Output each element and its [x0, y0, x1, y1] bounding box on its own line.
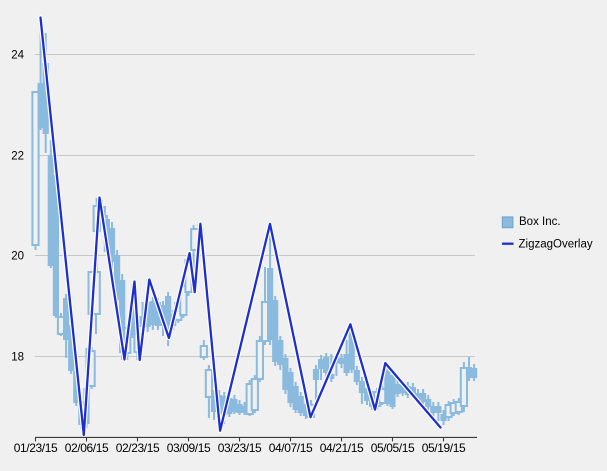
svg-text:24: 24	[11, 50, 24, 62]
svg-text:04/07/15: 04/07/15	[269, 441, 313, 455]
svg-text:ZigzagOverlay: ZigzagOverlay	[519, 239, 593, 251]
svg-text:02/23/15: 02/23/15	[116, 441, 160, 455]
svg-text:20: 20	[11, 251, 24, 263]
svg-text:03/23/15: 03/23/15	[218, 441, 262, 455]
svg-text:05/19/15: 05/19/15	[422, 441, 466, 455]
svg-text:02/06/15: 02/06/15	[65, 441, 109, 455]
svg-text:03/09/15: 03/09/15	[167, 441, 211, 455]
svg-text:04/21/15: 04/21/15	[320, 441, 364, 455]
svg-text:22: 22	[11, 151, 24, 163]
svg-text:05/05/15: 05/05/15	[371, 441, 415, 455]
svg-text:01/23/15: 01/23/15	[14, 441, 58, 455]
svg-text:18: 18	[11, 352, 24, 364]
svg-text:Box Inc.: Box Inc.	[519, 216, 561, 228]
